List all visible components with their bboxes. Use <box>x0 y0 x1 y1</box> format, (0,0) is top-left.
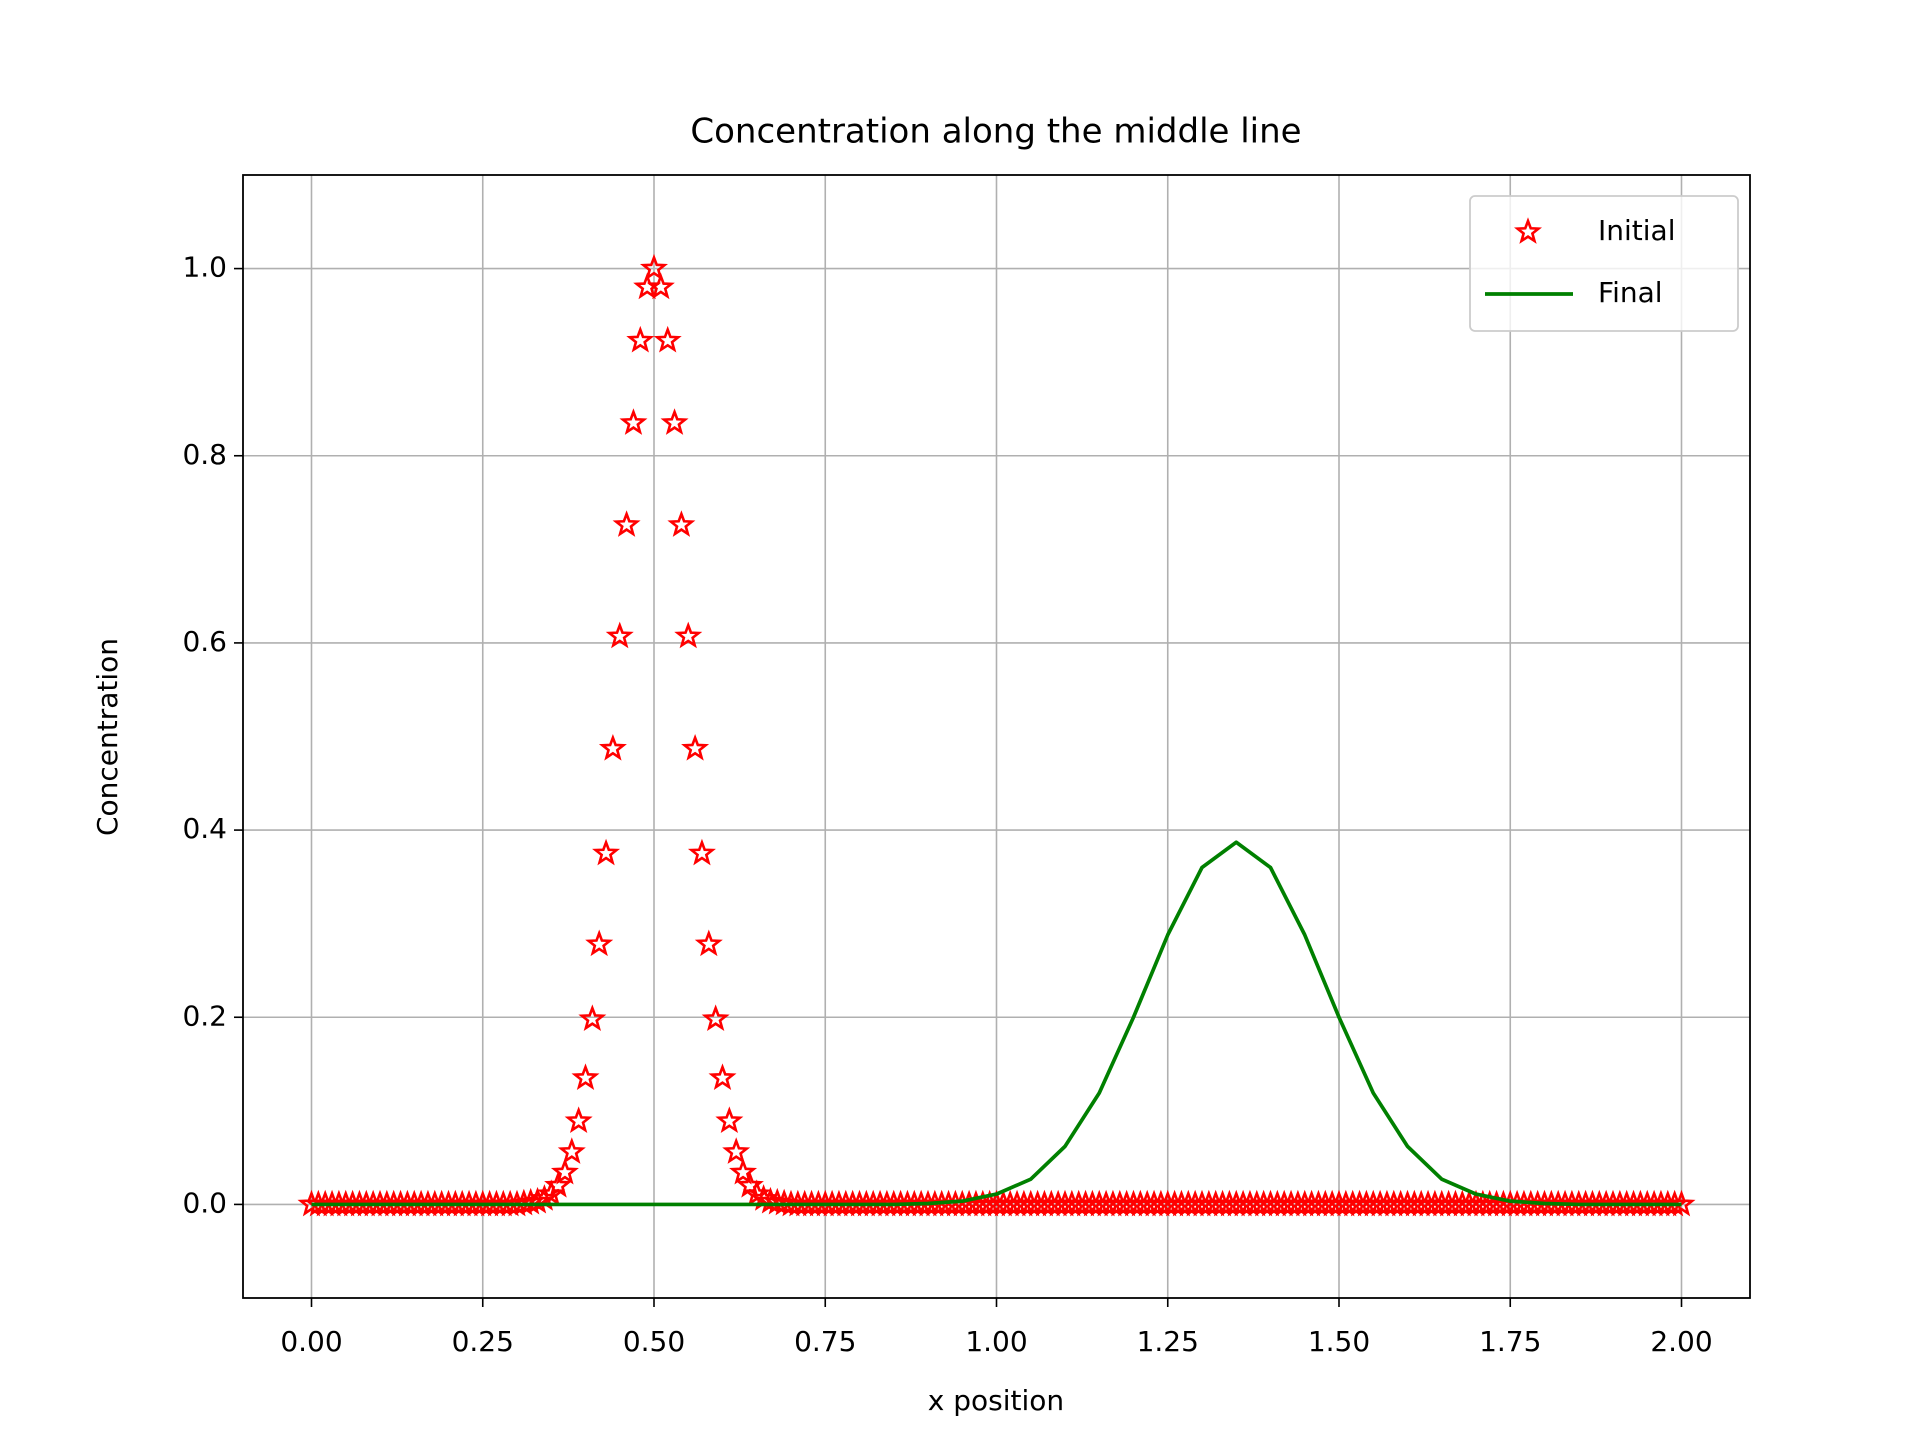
initial-marker <box>544 1170 573 1198</box>
y-tick-label: 0.8 <box>182 438 227 471</box>
y-tick-label: 1.0 <box>182 251 227 284</box>
initial-marker <box>667 510 696 537</box>
y-tick-label: 0.6 <box>182 625 227 658</box>
plot-area <box>297 253 1696 1217</box>
chart-title: Concentration along the middle line <box>690 112 1301 152</box>
legend-label: Final <box>1598 276 1663 309</box>
x-tick-label: 1.75 <box>1479 1325 1541 1358</box>
initial-marker <box>729 1157 758 1185</box>
x-tick-label: 1.00 <box>965 1325 1027 1358</box>
initial-marker <box>701 1004 730 1032</box>
x-tick-label: 0.00 <box>280 1325 342 1358</box>
legend-label: Initial <box>1598 214 1675 247</box>
initial-marker <box>653 325 682 353</box>
initial-marker <box>640 253 668 281</box>
initial-marker <box>1660 1189 1689 1217</box>
initial-marker <box>626 325 655 353</box>
initial-marker <box>612 510 641 537</box>
initial-marker <box>681 733 710 761</box>
initial-marker <box>571 1063 600 1090</box>
initial-marker <box>694 929 723 957</box>
initial-marker <box>619 408 648 435</box>
x-tick-label: 1.25 <box>1137 1325 1199 1358</box>
initial-marker <box>585 929 614 957</box>
final-line <box>311 840 1682 1207</box>
initial-marker <box>598 733 627 761</box>
initial-marker <box>687 838 716 866</box>
initial-marker <box>564 1106 593 1134</box>
x-tick-label: 1.50 <box>1308 1325 1370 1358</box>
initial-marker <box>592 838 621 866</box>
x-tick-label: 0.50 <box>623 1325 685 1358</box>
initial-marker <box>715 1106 744 1134</box>
legend-marker <box>1514 217 1542 244</box>
initial-marker <box>557 1137 586 1164</box>
axes-frame <box>242 174 1751 1299</box>
x-axis-label: x position <box>928 1384 1064 1417</box>
initial-marker <box>550 1157 579 1185</box>
initial-marker <box>763 1187 792 1215</box>
initial-marker <box>722 1137 751 1164</box>
initial-marker <box>646 272 675 300</box>
initial-marker <box>1667 1189 1696 1217</box>
x-tick-label: 2.00 <box>1650 1325 1712 1358</box>
y-axis-label: Concentration <box>91 638 124 836</box>
y-tick-label: 0.2 <box>182 999 227 1032</box>
x-tick-label: 0.75 <box>794 1325 856 1358</box>
initial-marker <box>660 408 689 435</box>
initial-marker <box>708 1063 737 1090</box>
x-tick-label: 0.25 <box>452 1325 514 1358</box>
y-tick-label: 0.4 <box>182 812 227 845</box>
y-tick-label: 0.0 <box>182 1186 227 1219</box>
initial-marker <box>578 1004 607 1032</box>
initial-marker <box>674 621 703 649</box>
initial-marker <box>605 621 634 649</box>
